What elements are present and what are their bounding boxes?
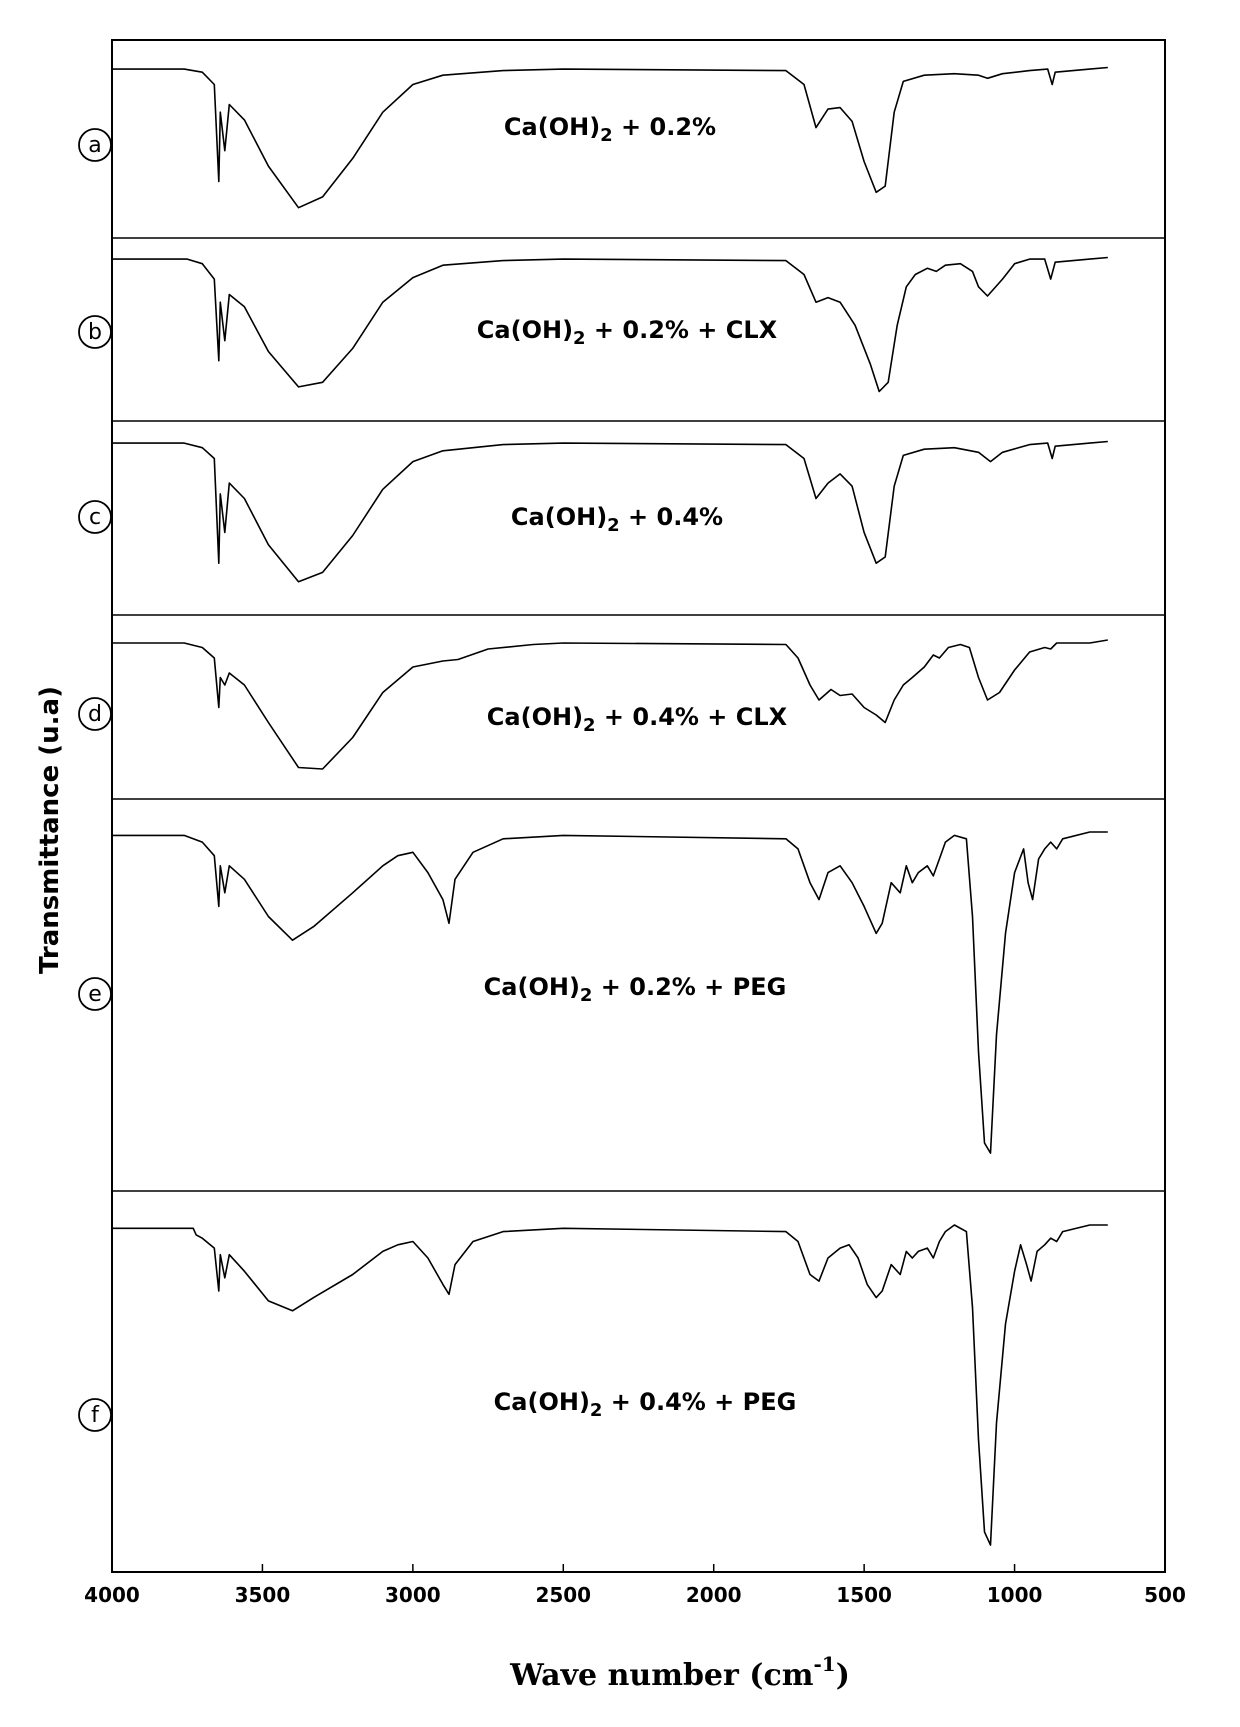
sample-label-rest: + 0.2%: [613, 113, 716, 141]
sample-label-rest: + 0.2% + CLX: [586, 316, 778, 344]
panel-letter-c: c: [89, 505, 101, 530]
panel-letter-circle: [78, 500, 112, 534]
sample-label-sub: 2: [590, 1400, 603, 1421]
spectrum-line-a: [112, 66, 1108, 209]
panel-b: Ca(OH)2 + 0.2% + CLX b: [78, 256, 1108, 393]
spectrum-line-c: [112, 440, 1108, 583]
x-tick-label: 4000: [84, 1583, 140, 1607]
x-axis: 4000 3500 3000 2500 2000 1500 1000 500: [84, 1564, 1186, 1607]
spectrum-line-e: [112, 831, 1108, 1154]
panels: Ca(OH)2 + 0.2%aCa(OH)2 + 0.2% + CLXbCa(O…: [78, 39, 1166, 1573]
sample-label-rest: + 0.4%: [620, 503, 723, 531]
x-tick-label: 1500: [836, 1583, 892, 1607]
spectrum-line-d: [112, 639, 1108, 770]
sample-label-d: Ca(OH)2 + 0.4% + CLX: [487, 703, 788, 736]
sample-label-sub: 2: [607, 515, 620, 536]
panel-f: Ca(OH)2 + 0.4% + PEG f: [78, 1224, 1108, 1546]
panel-a: Ca(OH)2 + 0.2% a: [78, 66, 1108, 209]
sample-label-sub: 2: [573, 328, 586, 349]
x-axis-title: Wave number (cm-1): [509, 1652, 850, 1693]
panel-letter-circle: [78, 977, 112, 1011]
sample-label-e: Ca(OH)2 + 0.2% + PEG: [484, 973, 787, 1006]
sample-label-main: Ca(OH): [511, 503, 607, 531]
sample-label-sub: 2: [580, 985, 593, 1006]
sample-label-main: Ca(OH): [477, 316, 573, 344]
panel-letter-e: e: [88, 982, 102, 1007]
panel-letter-a: a: [88, 133, 101, 158]
sample-label-sub: 2: [600, 125, 613, 146]
spectrum-line-b: [112, 256, 1108, 393]
panel-letter-circle: [78, 697, 112, 731]
panel-letter-circle: [78, 128, 112, 162]
sample-label-a: Ca(OH)2 + 0.2%: [504, 113, 716, 146]
sample-label-sub: 2: [583, 715, 596, 736]
sample-label-rest: + 0.4% + PEG: [602, 1388, 796, 1416]
sample-label-main: Ca(OH): [504, 113, 600, 141]
x-tick-label: 1000: [987, 1583, 1043, 1607]
sample-label-main: Ca(OH): [487, 703, 583, 731]
panel-letter-circle: [78, 315, 112, 349]
panel-letter-circle: [78, 1398, 112, 1432]
sample-label-b: Ca(OH)2 + 0.2% + CLX: [477, 316, 778, 349]
sample-label-rest: + 0.2% + PEG: [592, 973, 786, 1001]
sample-label-rest: + 0.4% + CLX: [596, 703, 788, 731]
sample-label-main: Ca(OH): [494, 1388, 590, 1416]
x-tick-label: 3500: [235, 1583, 291, 1607]
panel-c: Ca(OH)2 + 0.4% c: [78, 440, 1108, 583]
panel-letter-f: f: [91, 1403, 100, 1428]
panel-e: Ca(OH)2 + 0.2% + PEG e: [78, 831, 1108, 1154]
x-tick-label: 3000: [385, 1583, 441, 1607]
panel-letter-d: d: [88, 702, 102, 727]
spectrum-line-f: [112, 1224, 1108, 1546]
sample-label-c: Ca(OH)2 + 0.4%: [511, 503, 723, 536]
panel-letter-b: b: [88, 320, 102, 345]
panel-d: Ca(OH)2 + 0.4% + CLX d: [78, 639, 1108, 770]
sample-label-f: Ca(OH)2 + 0.4% + PEG: [494, 1388, 797, 1421]
x-tick-label: 2500: [535, 1583, 591, 1607]
x-tick-label: 500: [1144, 1583, 1186, 1607]
plot-frame: [111, 39, 1166, 1573]
sample-label-main: Ca(OH): [484, 973, 580, 1001]
x-tick-label: 2000: [686, 1583, 742, 1607]
y-axis-title: Transmittance (u.a): [35, 686, 65, 974]
